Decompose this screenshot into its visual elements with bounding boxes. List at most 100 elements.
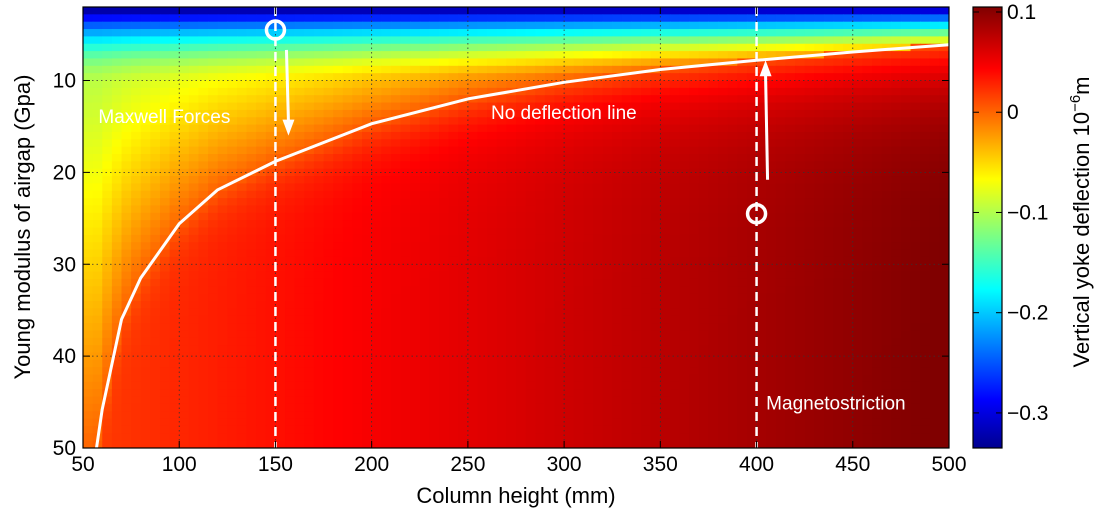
heatmap-cell (246, 198, 257, 207)
heatmap-cell (506, 308, 517, 317)
heatmap-cell (217, 264, 228, 273)
heatmap-cell (448, 205, 459, 214)
heatmap-cell (669, 308, 681, 317)
heatmap-cell (525, 323, 536, 331)
heatmap-cell (612, 43, 623, 52)
heatmap-cell (641, 264, 652, 273)
heatmap-cell (92, 29, 103, 37)
heatmap-cell (564, 256, 575, 265)
heatmap-cell (621, 43, 633, 52)
heatmap-cell (592, 256, 604, 265)
heatmap-cell (111, 73, 123, 82)
heatmap-cell (458, 14, 469, 23)
heatmap-cell (448, 278, 459, 287)
heatmap-cell (650, 330, 661, 339)
heatmap-cell (843, 264, 854, 273)
heatmap-cell (111, 183, 123, 192)
heatmap-cell (727, 36, 738, 45)
heatmap-cell (217, 337, 228, 346)
heatmap-cell (217, 242, 228, 251)
heatmap-cell (390, 7, 402, 15)
heatmap-cell (718, 278, 729, 287)
heatmap-cell (766, 205, 777, 214)
heatmap-cell (496, 198, 507, 207)
heatmap-cell (102, 367, 113, 376)
heatmap-cell (198, 80, 209, 89)
heatmap-cell (564, 227, 575, 236)
heatmap-cell (362, 183, 373, 192)
heatmap-cell (410, 264, 421, 273)
heatmap-cell (188, 271, 200, 280)
heatmap-cell (400, 367, 411, 376)
heatmap-cell (650, 80, 661, 89)
heatmap-cell (718, 337, 729, 346)
heatmap-cell (458, 109, 469, 118)
heatmap-cell (439, 154, 450, 162)
heatmap-cell (179, 389, 190, 398)
heatmap-cell (467, 154, 479, 162)
heatmap-cell (179, 102, 190, 111)
heatmap-cell (159, 102, 171, 111)
heatmap-cell (342, 367, 354, 376)
heatmap-cell (650, 389, 661, 398)
heatmap-cell (641, 308, 652, 317)
heatmap-cell (496, 29, 507, 37)
heatmap-cell (660, 396, 671, 405)
heatmap-cell (891, 21, 902, 30)
heatmap-cell (477, 154, 488, 162)
heatmap-cell (102, 190, 113, 199)
heatmap-cell (756, 271, 767, 280)
heatmap-cell (429, 95, 440, 104)
heatmap-cell (592, 367, 604, 376)
heatmap-cell (766, 21, 777, 30)
heatmap-cell (140, 396, 151, 405)
heatmap-cell (795, 345, 806, 354)
heatmap-cell (294, 14, 305, 23)
heatmap-cell (939, 14, 949, 23)
heatmap-cell (140, 278, 151, 287)
heatmap-cell (381, 124, 392, 133)
heatmap-cell (756, 256, 767, 265)
heatmap-cell (814, 389, 825, 398)
heatmap-cell (920, 345, 931, 354)
heatmap-cell (766, 256, 777, 265)
heatmap-cell (150, 183, 161, 192)
heatmap-cell (660, 43, 671, 52)
heatmap-cell (718, 190, 729, 199)
heatmap-cell (746, 308, 758, 317)
heatmap-cell (448, 14, 459, 23)
heatmap-cell (679, 58, 690, 67)
heatmap-cell (265, 374, 277, 383)
heatmap-cell (525, 73, 536, 82)
heatmap-cell (131, 190, 142, 199)
heatmap-cell (102, 278, 113, 287)
heatmap-cell (641, 29, 652, 37)
heatmap-cell (179, 220, 190, 229)
heatmap-cell (746, 227, 758, 236)
heatmap-cell (285, 337, 296, 346)
heatmap-cell (602, 330, 613, 339)
heatmap-cell (381, 14, 392, 23)
heatmap-cell (458, 374, 469, 383)
heatmap-cell (631, 198, 642, 207)
heatmap-cell (766, 29, 777, 37)
heatmap-cell (708, 271, 719, 280)
heatmap-cell (506, 21, 517, 30)
heatmap-cell (92, 249, 103, 258)
heatmap-cell (208, 242, 219, 251)
heatmap-cell (140, 286, 151, 295)
heatmap-cell (371, 29, 382, 37)
heatmap-cell (246, 286, 257, 295)
heatmap-cell (929, 205, 940, 214)
heatmap-cell (564, 21, 575, 30)
heatmap-cell (804, 249, 815, 258)
heatmap-cell (891, 29, 902, 37)
heatmap-cell (679, 293, 690, 302)
heatmap-cell (621, 315, 633, 324)
heatmap-cell (544, 139, 556, 148)
heatmap-cell (275, 29, 286, 37)
heatmap-cell (891, 227, 902, 236)
heatmap-cell (140, 65, 151, 74)
heatmap-cell (631, 102, 642, 111)
heatmap-cell (602, 154, 613, 162)
